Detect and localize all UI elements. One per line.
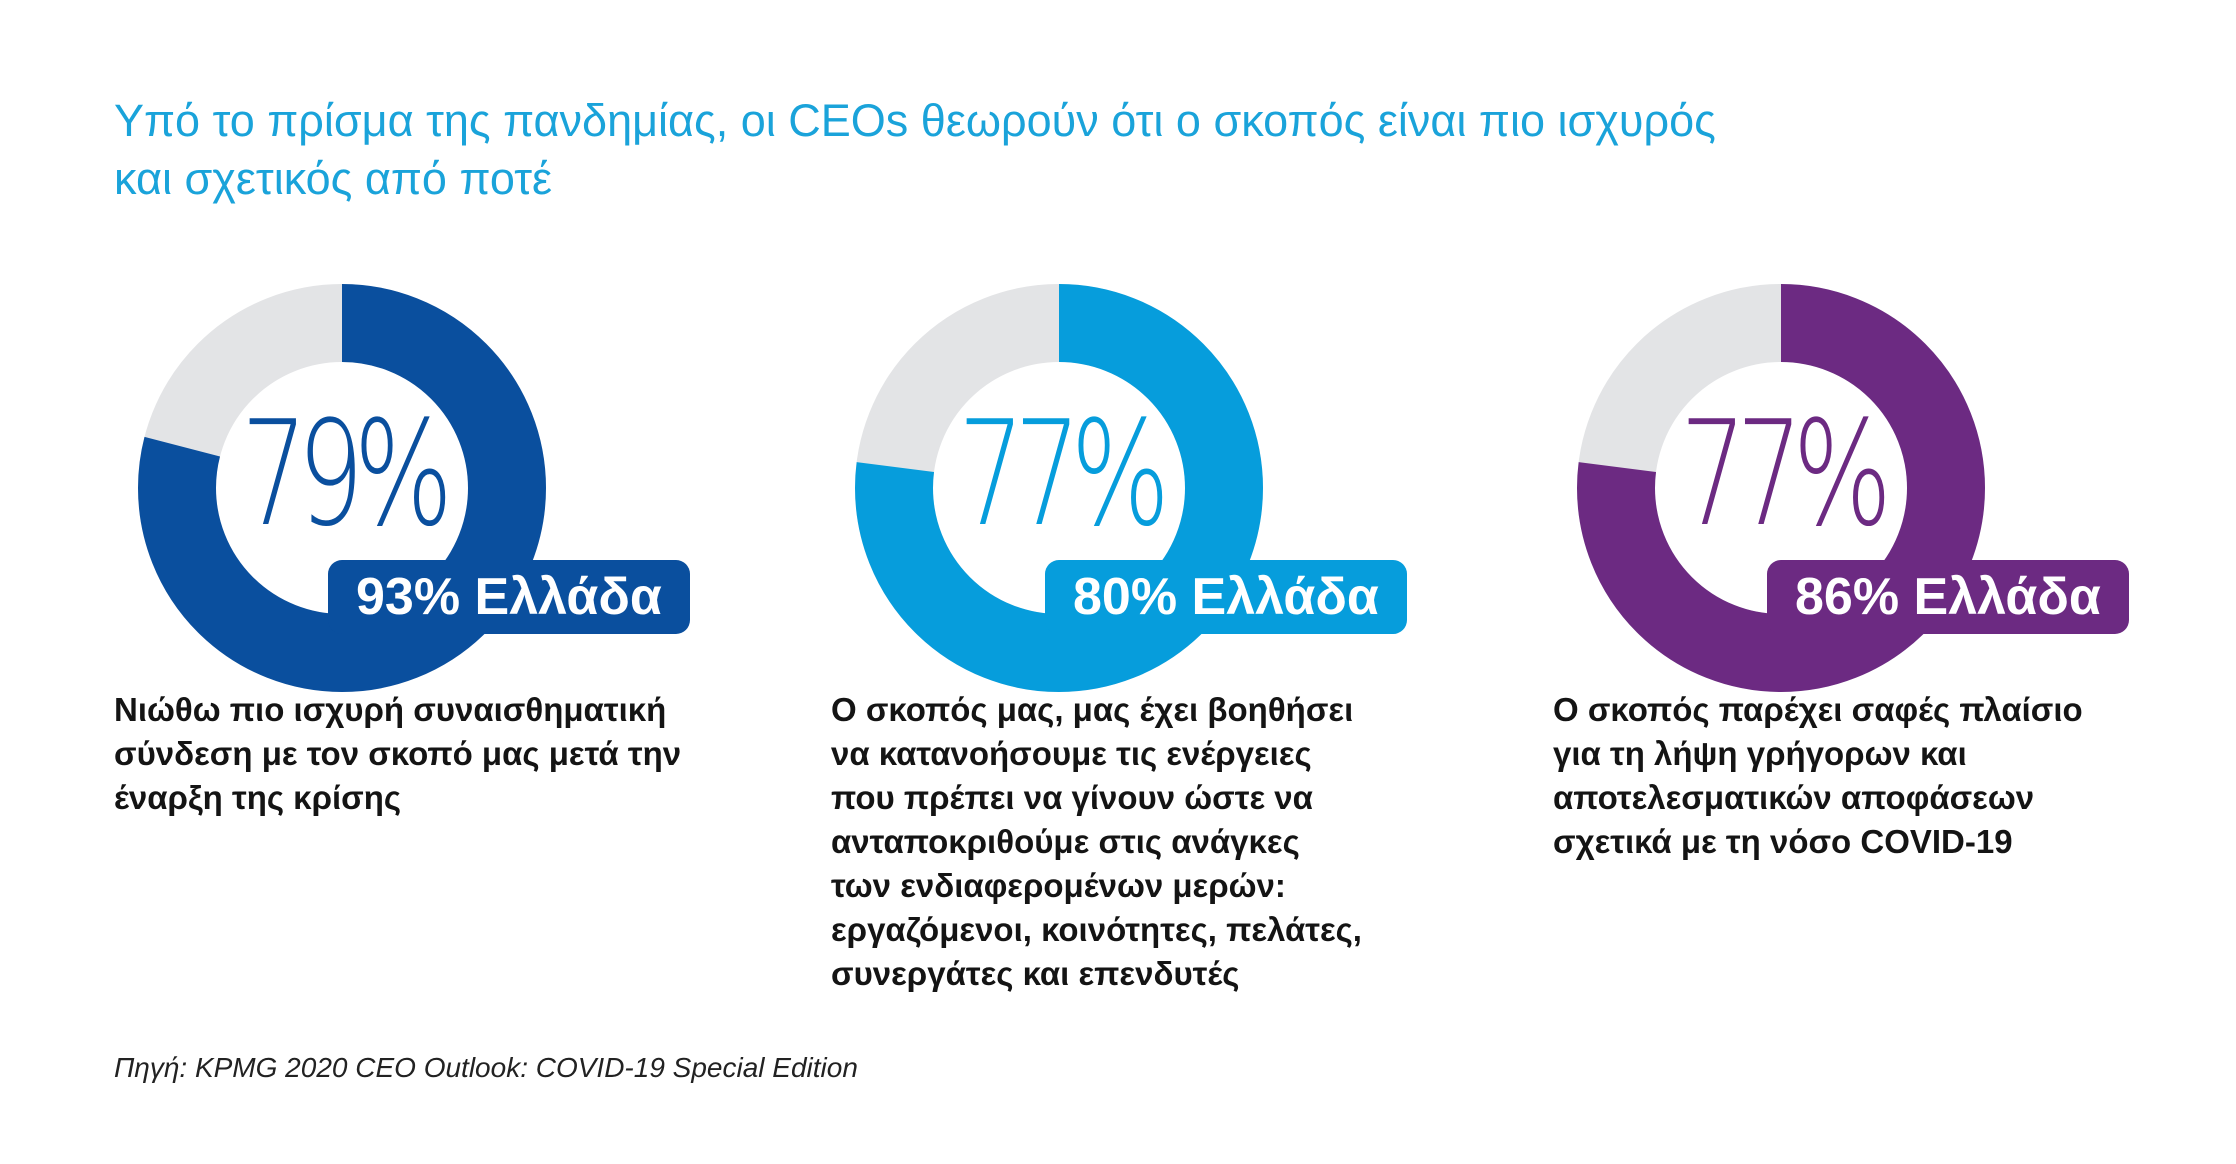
donut-description-1: Νιώθω πιο ισχυρή συναισθηματική σύνδεση … <box>114 688 714 820</box>
donut-value-arc-3 <box>1577 284 1985 692</box>
description-line: εργαζόμενοι, κοινότητες, πελάτες, <box>831 911 1362 948</box>
donut-panel-3: 77% 86% Ελλάδα Ο σκοπός παρέχει σαφές πλ… <box>1553 260 2236 1040</box>
donut-panel-2: 77% 80% Ελλάδα Ο σκοπός μας, μας έχει βο… <box>831 260 1551 1040</box>
description-line: έναρξη της κρίσης <box>114 779 402 816</box>
donut-panel-1: 79% 93% Ελλάδα Νιώθω πιο ισχυρή συναισθη… <box>114 260 834 1040</box>
description-line: Ο σκοπός μας, μας έχει βοηθήσει <box>831 691 1354 728</box>
greece-badge-1: 93% Ελλάδα <box>328 560 690 634</box>
greece-badge-2: 80% Ελλάδα <box>1045 560 1407 634</box>
donut-value-label-3: 77% <box>1680 390 1892 559</box>
donut-description-3: Ο σκοπός παρέχει σαφές πλαίσιο για τη λή… <box>1553 688 2153 864</box>
description-line: ανταποκριθούμε στις ανάγκες <box>831 823 1300 860</box>
description-line: σύνδεση με τον σκοπό μας μετά την <box>114 735 682 772</box>
description-line: των ενδιαφερομένων μερών: <box>831 867 1286 904</box>
donut-value-label-2: 77% <box>958 390 1170 559</box>
chart-title-line-2: και σχετικός από ποτέ <box>114 153 553 204</box>
description-line: που πρέπει να γίνουν ώστε να <box>831 779 1313 816</box>
description-line: Νιώθω πιο ισχυρή συναισθηματική <box>114 691 667 728</box>
chart-title-line-1: Υπό το πρίσμα της πανδημίας, οι CEOs θεω… <box>114 95 1716 146</box>
donut-description-2: Ο σκοπός μας, μας έχει βοηθήσει να καταν… <box>831 688 1431 996</box>
donut-chart-3 <box>1577 284 1985 692</box>
greece-badge-3: 86% Ελλάδα <box>1767 560 2129 634</box>
description-line: Ο σκοπός παρέχει σαφές πλαίσιο <box>1553 691 2083 728</box>
donut-chart-1 <box>138 284 546 692</box>
description-line: συνεργάτες και επενδυτές <box>831 955 1240 992</box>
source-note: Πηγή: KPMG 2020 CEO Outlook: COVID-19 Sp… <box>114 1052 858 1083</box>
donut-value-label-1: 79% <box>241 390 453 559</box>
description-line: σχετικά με τη νόσο COVID-19 <box>1553 823 2013 860</box>
donut-chart-2 <box>855 284 1263 692</box>
description-line: για τη λήψη γρήγορων και <box>1553 735 1967 772</box>
donut-value-arc-1 <box>138 284 546 692</box>
chart-title: Υπό το πρίσμα της πανδημίας, οι CEOs θεω… <box>114 92 1914 208</box>
donut-value-arc-2 <box>855 284 1263 692</box>
description-line: να κατανοήσουμε τις ενέργειες <box>831 735 1312 772</box>
description-line: αποτελεσματικών αποφάσεων <box>1553 779 2035 816</box>
